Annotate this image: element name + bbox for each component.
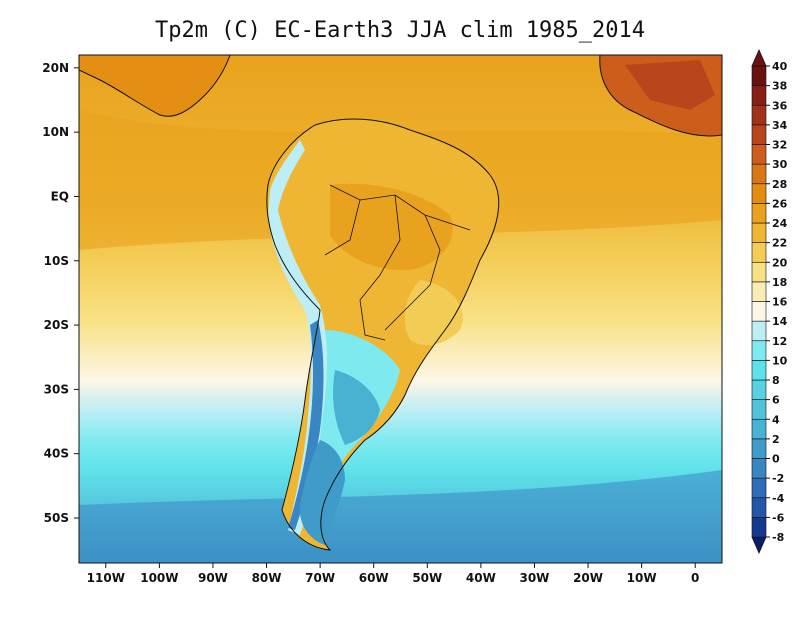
colorbar-min-triangle: [751, 536, 767, 554]
central-america-coastline: [79, 55, 231, 117]
central-america-land: [79, 55, 230, 117]
argentina-interior: [333, 370, 380, 445]
y-tick-label: 10N: [42, 125, 69, 139]
patagonia-region: [299, 440, 345, 545]
plot-frame: [78, 54, 723, 564]
colorbar-bin: [751, 360, 767, 381]
colorbar-bin: [751, 477, 767, 499]
colorbar-label: 30: [772, 158, 788, 171]
x-tick-label: 50W: [412, 571, 442, 585]
x-tick-label: 40W: [466, 571, 496, 585]
colorbar-label: 18: [772, 276, 787, 289]
colorbar-bin: [751, 85, 767, 106]
colorbar-max-triangle: [751, 49, 767, 67]
map-field: [79, 55, 722, 563]
y-tick-label: 30S: [44, 382, 69, 396]
amazon-region: [330, 183, 453, 271]
colorbar-bin: [751, 163, 767, 185]
colorbar-label: 38: [772, 80, 787, 93]
colorbar-bin: [751, 222, 767, 243]
colorbar-bin: [751, 242, 767, 263]
y-tick-label: 50S: [44, 511, 69, 525]
colorbar-label: 34: [772, 119, 788, 132]
x-tick-label: 110W: [87, 571, 125, 585]
y-tick-label: 20S: [44, 318, 69, 332]
colorbar-label: -6: [772, 511, 785, 524]
colorbar-label: 0: [772, 453, 780, 466]
colorbar-label: 8: [772, 374, 780, 387]
colorbar-bin: [751, 458, 767, 479]
colorbar-label: 32: [772, 139, 787, 152]
colorbar-label: 2: [772, 433, 780, 446]
colorbar-label: 14: [772, 315, 788, 328]
africa-hottest-region: [625, 60, 715, 110]
x-tick-label: 100W: [140, 571, 178, 585]
colorbar-label: 28: [772, 178, 787, 191]
country-borders: [324, 184, 471, 341]
colorbar-bin: [751, 124, 767, 145]
chart-title: Tp2m (C) EC-Earth3 JJA clim 1985_2014: [154, 18, 646, 43]
x-tick-label: 80W: [252, 571, 282, 585]
y-axis: 20N 10N EQ 10S 20S 30S 40S 50S: [42, 61, 79, 525]
x-tick-label: 60W: [359, 571, 389, 585]
x-tick-label: 90W: [198, 571, 228, 585]
colorbar-bin: [751, 517, 767, 538]
colorbar-label: 12: [772, 335, 787, 348]
y-tick-label: EQ: [51, 189, 69, 203]
y-tick-label: 40S: [44, 447, 69, 461]
x-tick-label: 0: [691, 571, 699, 585]
colorbar-bin: [751, 379, 767, 400]
x-tick-label: 10W: [627, 571, 657, 585]
colorbar-bin: [751, 320, 767, 342]
colorbar-label: 40: [772, 60, 788, 73]
colorbar-label: -2: [772, 472, 784, 485]
colorbar-bin: [751, 261, 767, 283]
colorbar-label: 10: [772, 354, 788, 367]
colorbar-bin: [751, 301, 767, 322]
colorbar-label: 22: [772, 237, 787, 250]
x-tick-label: 70W: [305, 571, 335, 585]
colorbar-bin: [751, 65, 767, 86]
colorbar-label: 4: [772, 413, 780, 426]
colorbar-label: 26: [772, 197, 788, 210]
colorbar-label: 36: [772, 99, 788, 112]
y-tick-label: 20N: [42, 61, 69, 75]
x-tick-label: 30W: [519, 571, 549, 585]
x-tick-label: 20W: [573, 571, 603, 585]
colorbar-bin: [751, 144, 767, 165]
southern-cool-band: [79, 470, 722, 563]
colorbar-label: 20: [772, 256, 788, 269]
colorbar-bin: [751, 203, 767, 224]
south-america-coastline: [266, 118, 500, 551]
colorbar-label: -4: [772, 492, 785, 505]
colorbar-label: 6: [772, 394, 780, 407]
colorbar-bin: [751, 438, 767, 459]
andes-coldest-strip: [288, 320, 324, 530]
x-axis: 110W 100W 90W 80W 70W 60W 50W 40W 30W 20W 10W 0: [87, 563, 699, 585]
colorbar-bin: [751, 399, 767, 420]
colorbar-bin: [751, 497, 767, 518]
colorbar-bin: [751, 183, 767, 204]
y-tick-label: 10S: [44, 254, 69, 268]
colorbar-label: 16: [772, 296, 788, 309]
colorbar: -8-6-4-202468101214161820222426283032343…: [751, 49, 788, 554]
colorbar-bin: [751, 418, 767, 440]
colorbar-label: 24: [772, 217, 788, 230]
colorbar-bin: [751, 104, 767, 126]
colorbar-label: -8: [772, 531, 784, 544]
colorbar-bin: [751, 281, 767, 302]
colorbar-bin: [751, 340, 767, 361]
africa-coastline: [599, 55, 722, 137]
